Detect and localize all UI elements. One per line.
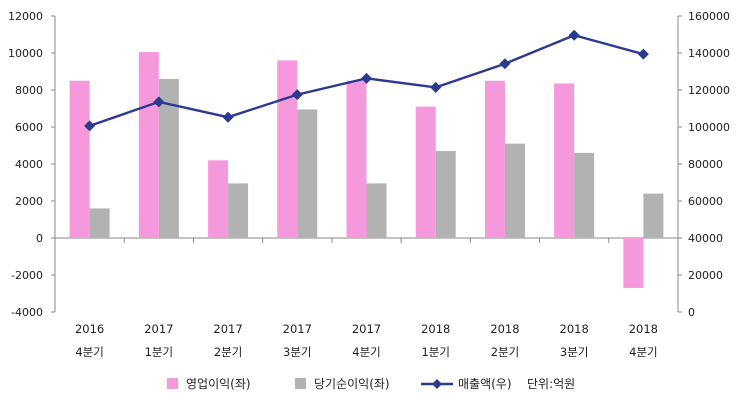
right-tick-label: 20000 [688, 269, 723, 282]
operating-profit-bar [415, 106, 436, 239]
legend-marker-revenue [432, 379, 442, 389]
category-quarter-label: 4분기 [75, 345, 103, 359]
right-tick-label: 0 [688, 306, 695, 319]
revenue-marker [430, 81, 442, 93]
net-income-bar [574, 152, 595, 238]
left-tick-label: -2000 [11, 269, 43, 282]
operating-profit-bar [208, 160, 229, 238]
category-quarter-label: 1분기 [421, 345, 449, 359]
unit-note: 단위:억원 [527, 377, 575, 391]
left-tick-label: 6000 [15, 121, 43, 134]
category-quarter-label: 3분기 [283, 345, 311, 359]
category-quarter-label: 2분기 [214, 345, 242, 359]
legend-swatch-operating-profit [167, 378, 178, 389]
left-tick-label: 4000 [15, 158, 43, 171]
category-year-label: 2017 [213, 322, 242, 336]
operating-profit-bar [484, 80, 505, 238]
operating-profit-bar [69, 80, 90, 238]
operating-profit-bar [554, 83, 575, 239]
net-income-bar [89, 208, 110, 238]
category-year-label: 2016 [75, 322, 104, 336]
revenue-marker [499, 58, 511, 70]
category-year-label: 2017 [283, 322, 312, 336]
operating-profit-bar [277, 60, 298, 239]
category-quarter-label: 3분기 [560, 345, 588, 359]
net-income-bar [158, 78, 179, 239]
category-year-label: 2018 [421, 322, 450, 336]
legend-label-net-income: 당기순이익(좌) [314, 377, 390, 391]
revenue-marker [361, 72, 372, 84]
right-tick-label: 60000 [688, 195, 723, 208]
legend-label-revenue: 매출액(우) [458, 377, 512, 391]
legend-label-operating-profit: 영업이익(좌) [186, 377, 251, 391]
category-year-label: 2017 [144, 322, 173, 336]
revenue-marker [637, 48, 649, 60]
net-income-bar [435, 151, 456, 238]
left-tick-label: 10000 [8, 47, 43, 60]
right-tick-label: 80000 [688, 158, 723, 171]
left-tick-label: 8000 [15, 84, 43, 97]
revenue-marker [153, 96, 165, 108]
right-tick-label: 120000 [688, 84, 730, 97]
right-tick-label: 40000 [688, 232, 723, 245]
right-tick-label: 140000 [688, 47, 730, 60]
net-income-bar [228, 183, 249, 238]
operating-profit-bar [346, 80, 367, 238]
net-income-bar [366, 183, 387, 238]
revenue-marker [84, 120, 96, 132]
right-tick-label: 160000 [688, 10, 730, 23]
revenue-marker [222, 111, 234, 123]
left-tick-label: 2000 [15, 195, 43, 208]
net-income-bar [643, 193, 664, 238]
category-year-label: 2017 [352, 322, 381, 336]
category-quarter-label: 4분기 [629, 345, 657, 359]
net-income-bar [504, 143, 525, 238]
category-year-label: 2018 [560, 322, 589, 336]
legend-swatch-net-income [295, 378, 306, 389]
left-tick-label: -4000 [11, 306, 43, 319]
revenue-marker [568, 29, 580, 41]
category-quarter-label: 1분기 [145, 345, 173, 359]
operating-profit-bar [623, 238, 644, 288]
net-income-bar [297, 109, 318, 238]
category-quarter-label: 4분기 [352, 345, 380, 359]
category-year-label: 2018 [490, 322, 519, 336]
category-quarter-label: 2분기 [491, 345, 519, 359]
left-tick-label: 12000 [8, 10, 43, 23]
operating-profit-bar [138, 52, 159, 239]
revenue-marker [291, 89, 303, 101]
category-year-label: 2018 [629, 322, 658, 336]
left-tick-label: 0 [36, 232, 43, 245]
right-tick-label: 100000 [688, 121, 730, 134]
